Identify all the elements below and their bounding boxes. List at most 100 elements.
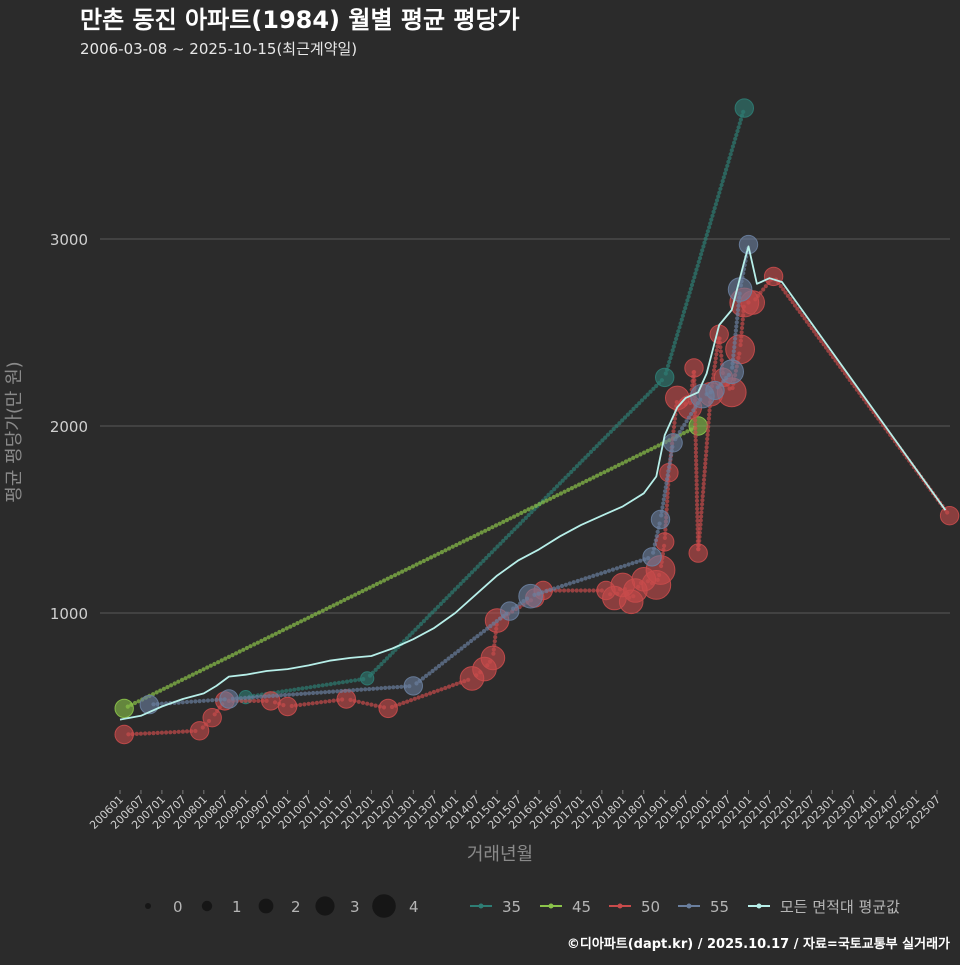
- data-point: [403, 676, 423, 696]
- series-trend-dot: [143, 731, 148, 736]
- series-trend-dot: [208, 663, 213, 668]
- series-trend-dot: [696, 259, 701, 264]
- series-trend-dot: [374, 581, 379, 587]
- series-trend-dot: [327, 605, 333, 610]
- series-trend-dot: [383, 685, 388, 691]
- series-trend-dot: [683, 306, 688, 311]
- series-trend-dot: [606, 568, 612, 573]
- series-trend-dot: [826, 348, 831, 353]
- series-trend-dot: [738, 117, 744, 122]
- series-trend-dot: [169, 683, 174, 688]
- series-trend-dot: [698, 518, 703, 523]
- series-trend-dot: [560, 478, 565, 483]
- series-trend-dot: [577, 482, 582, 487]
- series-trend-dot: [291, 692, 296, 697]
- series-trend-dot: [291, 622, 296, 628]
- series-trend-dot: [694, 458, 699, 463]
- series-trend-dot: [519, 510, 524, 516]
- series-trend-dot: [548, 587, 553, 592]
- series-trend-dot: [693, 438, 698, 443]
- series-trend-dot: [327, 699, 332, 704]
- series-trend-dot: [418, 621, 424, 627]
- series-trend-dot: [205, 698, 211, 703]
- series-trend-dot: [566, 472, 571, 477]
- series-trend-dot: [562, 489, 567, 494]
- series-trend-dot: [464, 576, 469, 581]
- series-trend-dot: [493, 635, 498, 640]
- series-trend-dot: [699, 514, 704, 519]
- size-legend-marker: [145, 903, 151, 909]
- series-trend-dot: [256, 698, 261, 704]
- series-trend-dot: [485, 626, 490, 631]
- series-trend-dot: [172, 730, 177, 735]
- series-trend-dot: [262, 694, 268, 699]
- series-trend-dot: [158, 688, 163, 693]
- series-trend-dot: [324, 606, 329, 612]
- series-trend-dot: [449, 653, 454, 659]
- series-trend-dot: [484, 555, 489, 561]
- series-trend-dot: [595, 473, 600, 478]
- series-trend-dot: [472, 567, 477, 572]
- series-trend-dot: [529, 509, 534, 515]
- series-trend-dot: [331, 603, 336, 608]
- series-trend-dot: [472, 636, 477, 641]
- data-point: [663, 433, 683, 453]
- series-trend-dot: [197, 669, 203, 674]
- series-trend-dot: [708, 221, 713, 226]
- series-trend-dot: [254, 694, 260, 700]
- series-trend-dot: [316, 683, 321, 689]
- series-trend-dot: [259, 638, 264, 644]
- series-trend-dot: [443, 658, 448, 664]
- series-trend-dot: [595, 572, 600, 577]
- size-legend-label: 4: [409, 898, 419, 916]
- series-trend-dot: [569, 469, 574, 475]
- series-trend-dot: [501, 519, 506, 525]
- series-trend-dot: [375, 686, 380, 691]
- series-trend-dot: [332, 681, 337, 686]
- series-trend-dot: [566, 487, 571, 492]
- series-trend-dot: [695, 502, 700, 507]
- series-trend-dot: [389, 574, 394, 580]
- series-trend-dot: [693, 418, 698, 423]
- series-trend-dot: [280, 628, 286, 633]
- series-trend-dot: [694, 482, 699, 487]
- series-trend-dot: [622, 563, 627, 568]
- series-trend-dot: [689, 282, 695, 288]
- series-trend-dot: [700, 502, 705, 507]
- series-trend-dot: [210, 698, 215, 703]
- series-trend-dot: [331, 689, 336, 694]
- series-trend-dot: [735, 307, 741, 313]
- series-trend-dot: [526, 507, 531, 512]
- series-trend-dot: [669, 352, 674, 357]
- series-trend-dot: [705, 436, 710, 442]
- series-trend-dot: [408, 698, 414, 703]
- series-trend-dot: [614, 566, 620, 571]
- series-trend-dot: [704, 232, 709, 238]
- series-trend-dot: [681, 309, 687, 314]
- series-trend-dot: [205, 665, 210, 670]
- series-trend-dot: [190, 672, 195, 677]
- series-trend-dot: [428, 691, 433, 696]
- data-point: [518, 583, 543, 609]
- series-trend-dot: [726, 159, 731, 164]
- series-legend-marker: [548, 903, 554, 909]
- series-trend-dot: [511, 514, 517, 519]
- series-trend-dot: [450, 544, 455, 549]
- series-trend-dot: [478, 561, 483, 566]
- series-trend-dot: [686, 294, 691, 299]
- average-line: [119, 245, 947, 721]
- series-trend-dot: [661, 501, 666, 506]
- series-trend-dot: [427, 671, 432, 676]
- series-trend-dot: [311, 690, 316, 696]
- series-trend-dot: [638, 558, 643, 563]
- series-trend-dot: [266, 694, 272, 699]
- series-trend-dot: [216, 660, 221, 665]
- series-trend-dot: [498, 541, 503, 546]
- series-trend-dot: [385, 576, 390, 581]
- series-trend-dot: [184, 699, 190, 705]
- series-trend-dot: [469, 638, 474, 644]
- series-trend-dot: [735, 129, 740, 134]
- series-trend-dot: [788, 296, 793, 302]
- series-trend-dot: [692, 378, 697, 383]
- series-trend-dot: [802, 316, 807, 321]
